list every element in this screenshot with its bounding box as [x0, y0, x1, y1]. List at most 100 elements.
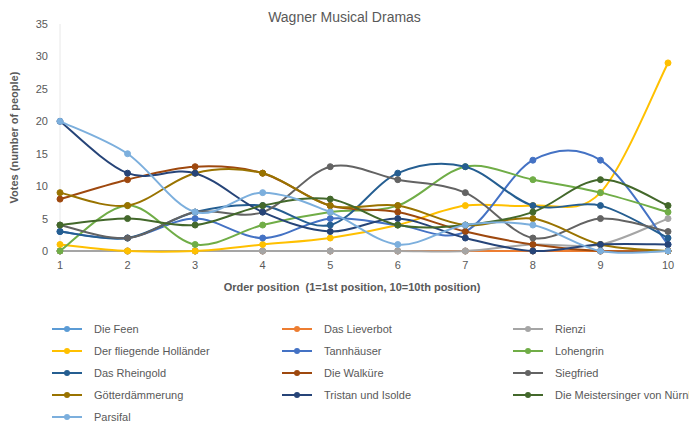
marker [327, 209, 333, 215]
legend-marker [64, 326, 70, 332]
legend-marker [525, 392, 531, 398]
marker [597, 242, 603, 248]
marker [327, 222, 333, 228]
marker [597, 248, 603, 254]
marker [57, 248, 63, 254]
x-tick-label: 2 [124, 259, 130, 271]
marker [125, 151, 131, 157]
marker [327, 209, 333, 215]
legend-marker [525, 370, 531, 376]
marker [462, 248, 468, 254]
marker [530, 248, 536, 254]
legend-marker [294, 348, 300, 354]
marker [597, 248, 603, 254]
marker [597, 216, 603, 222]
marker [395, 222, 401, 228]
y-tick-label: 5 [42, 213, 48, 225]
legend-label: Tristan und Isolde [324, 389, 411, 401]
marker [462, 203, 468, 209]
marker [57, 190, 63, 196]
marker [192, 222, 198, 228]
series-line [60, 169, 668, 251]
marker [530, 157, 536, 163]
marker [395, 216, 401, 222]
marker [125, 235, 131, 241]
marker [57, 248, 63, 254]
marker [462, 190, 468, 196]
marker [665, 242, 671, 248]
marker [192, 216, 198, 222]
marker [192, 164, 198, 170]
marker [665, 248, 671, 254]
title: Wagner Musical Dramas [268, 9, 421, 25]
legend-label: Die Meistersinger von Nürnberg [555, 389, 689, 401]
marker [125, 216, 131, 222]
x-tick-label: 3 [192, 259, 198, 271]
legend-label: Tannhäuser [324, 345, 382, 357]
marker [192, 209, 198, 215]
marker [597, 242, 603, 248]
marker [462, 229, 468, 235]
legend-label: Die Walküre [324, 367, 384, 379]
marker [462, 222, 468, 228]
marker [260, 170, 266, 176]
marker [192, 248, 198, 254]
marker [665, 235, 671, 241]
marker [462, 222, 468, 228]
marker [192, 170, 198, 176]
marker [395, 209, 401, 215]
marker [530, 216, 536, 222]
y-tick-label: 0 [42, 245, 48, 257]
y-tick-label: 20 [36, 115, 48, 127]
marker [395, 203, 401, 209]
marker [57, 229, 63, 235]
x-tick-label: 5 [327, 259, 333, 271]
y-tick-label: 25 [36, 83, 48, 95]
marker [192, 248, 198, 254]
marker [260, 203, 266, 209]
marker [665, 209, 671, 215]
legend-label: Lohengrin [555, 345, 604, 357]
marker [597, 248, 603, 254]
marker [395, 248, 401, 254]
marker [57, 222, 63, 228]
marker [395, 222, 401, 228]
marker [597, 157, 603, 163]
plot-area [57, 60, 671, 254]
marker [125, 248, 131, 254]
x-tick-label: 1 [57, 259, 63, 271]
marker [462, 235, 468, 241]
marker [125, 248, 131, 254]
marker [260, 248, 266, 254]
marker [395, 222, 401, 228]
marker [530, 242, 536, 248]
marker [57, 118, 63, 124]
marker [192, 170, 198, 176]
marker [57, 222, 63, 228]
marker [260, 248, 266, 254]
marker [327, 164, 333, 170]
marker [530, 222, 536, 228]
marker [530, 209, 536, 215]
chart: Wagner Musical Dramas0510152025303512345… [0, 0, 689, 430]
series-line [60, 63, 668, 252]
marker [462, 248, 468, 254]
marker [57, 242, 63, 248]
marker [530, 235, 536, 241]
x-tick-label: 4 [260, 259, 266, 271]
series-line [60, 166, 668, 251]
marker [395, 203, 401, 209]
marker [327, 248, 333, 254]
background [0, 0, 689, 430]
marker [57, 118, 63, 124]
marker [462, 164, 468, 170]
legend-label: Parsifal [94, 411, 131, 423]
legend-marker [294, 326, 300, 332]
marker [530, 248, 536, 254]
marker [260, 242, 266, 248]
series-line [60, 166, 668, 251]
marker [530, 203, 536, 209]
marker [327, 248, 333, 254]
y-tick-label: 10 [36, 180, 48, 192]
marker [125, 235, 131, 241]
